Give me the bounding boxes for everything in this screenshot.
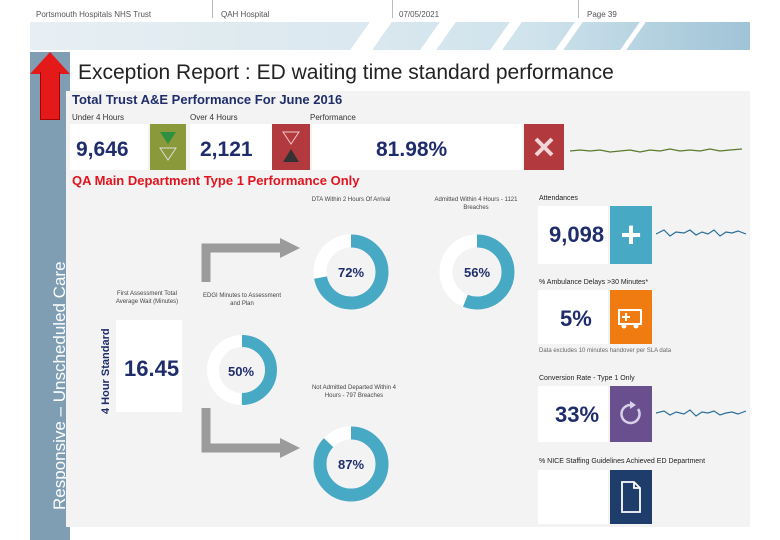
performance-value: 81.98% (376, 138, 448, 161)
admitted-donut-value: 56% (464, 265, 490, 280)
performance-sparkline (570, 148, 742, 153)
triangle-indicator-icon (282, 131, 300, 162)
admitted-donut: 56% (439, 234, 515, 310)
not-admitted-donut-value: 87% (338, 457, 364, 472)
header-date: 07/05/2021 (399, 10, 440, 19)
dta-donut: 72% (313, 234, 389, 310)
over-4-indicator (272, 124, 310, 170)
attendances-label: Attendances (539, 195, 578, 202)
admitted-label: Admitted Within 4 Hours - 1121 Breaches (434, 197, 518, 211)
plus-icon: + (620, 214, 642, 255)
dta-label: DTA Within 2 Hours Of Arrival (311, 197, 391, 203)
not-admitted-label: Not Admitted Departed Within 4 Hours - 7… (311, 385, 397, 399)
header-divider (212, 0, 213, 18)
header-hospital: QAH Hospital (221, 10, 270, 19)
header-banner (30, 22, 750, 50)
performance-indicator (524, 124, 564, 170)
up-arrow-shaft (40, 72, 60, 120)
first-assessment-card (116, 320, 182, 412)
document-icon (621, 481, 641, 513)
over-4-label: Over 4 Hours (190, 113, 238, 122)
under-4-label: Under 4 Hours (72, 113, 125, 122)
ambulance-value: 5% (560, 306, 592, 331)
first-assessment-label: First Assessment Total Average Wait (Min… (115, 291, 179, 305)
attendances-card (538, 206, 608, 264)
attendances-tile: + (610, 206, 652, 264)
edgi-donut-value: 50% (228, 364, 254, 379)
four-hour-label: 4 Hour Standard (100, 328, 112, 414)
performance-label: Performance (310, 113, 356, 122)
under-4-indicator (150, 124, 186, 170)
conversion-tile (610, 386, 652, 442)
flow-arrow-upper (201, 238, 300, 282)
refresh-icon (620, 401, 641, 425)
over-4-card (190, 124, 272, 170)
ambulance-note: Data excludes 10 minutes handover per SL… (539, 348, 672, 354)
sidebar (30, 52, 70, 540)
nice-label: % NICE Staffing Guidelines Achieved ED D… (539, 458, 706, 465)
trust-heading: Total Trust A&E Performance For June 201… (72, 92, 343, 107)
edgi-donut: 50% (207, 335, 277, 405)
ambulance-tile (610, 290, 652, 344)
page-title: Exception Report : ED waiting time stand… (78, 61, 614, 84)
ambulance-icon (618, 309, 642, 329)
under-4-card (70, 124, 148, 170)
ambulance-card (538, 290, 608, 344)
conversion-card (538, 386, 608, 442)
dta-donut-value: 72% (338, 265, 364, 280)
flow-arrow-lower (201, 408, 300, 458)
nice-tile (610, 470, 652, 524)
up-arrow-icon (30, 52, 70, 74)
triangle-indicator-icon (159, 132, 177, 161)
nice-card (538, 470, 608, 524)
first-assessment-value: 16.45 (124, 356, 180, 381)
ambulance-label: % Ambulance Delays >30 Minutes* (539, 279, 649, 286)
qa-heading: QA Main Department Type 1 Performance On… (72, 173, 360, 188)
performance-card (312, 124, 522, 170)
edgi-label: EDGI Minutes to Assessment and Plan (202, 293, 282, 307)
conversion-value: 33% (555, 402, 600, 427)
attendances-value: 9,098 (549, 222, 605, 247)
header-page: Page 39 (587, 10, 617, 19)
under-4-value: 9,646 (76, 138, 129, 161)
header-divider (392, 0, 393, 18)
not-admitted-donut: 87% (313, 426, 389, 502)
conversion-sparkline (656, 409, 746, 417)
header-trust: Portsmouth Hospitals NHS Trust (36, 10, 152, 19)
header-divider (578, 0, 579, 18)
close-icon (534, 137, 554, 157)
attendances-sparkline (656, 229, 746, 237)
conversion-label: Conversion Rate - Type 1 Only (539, 375, 635, 382)
over-4-value: 2,121 (200, 138, 253, 161)
